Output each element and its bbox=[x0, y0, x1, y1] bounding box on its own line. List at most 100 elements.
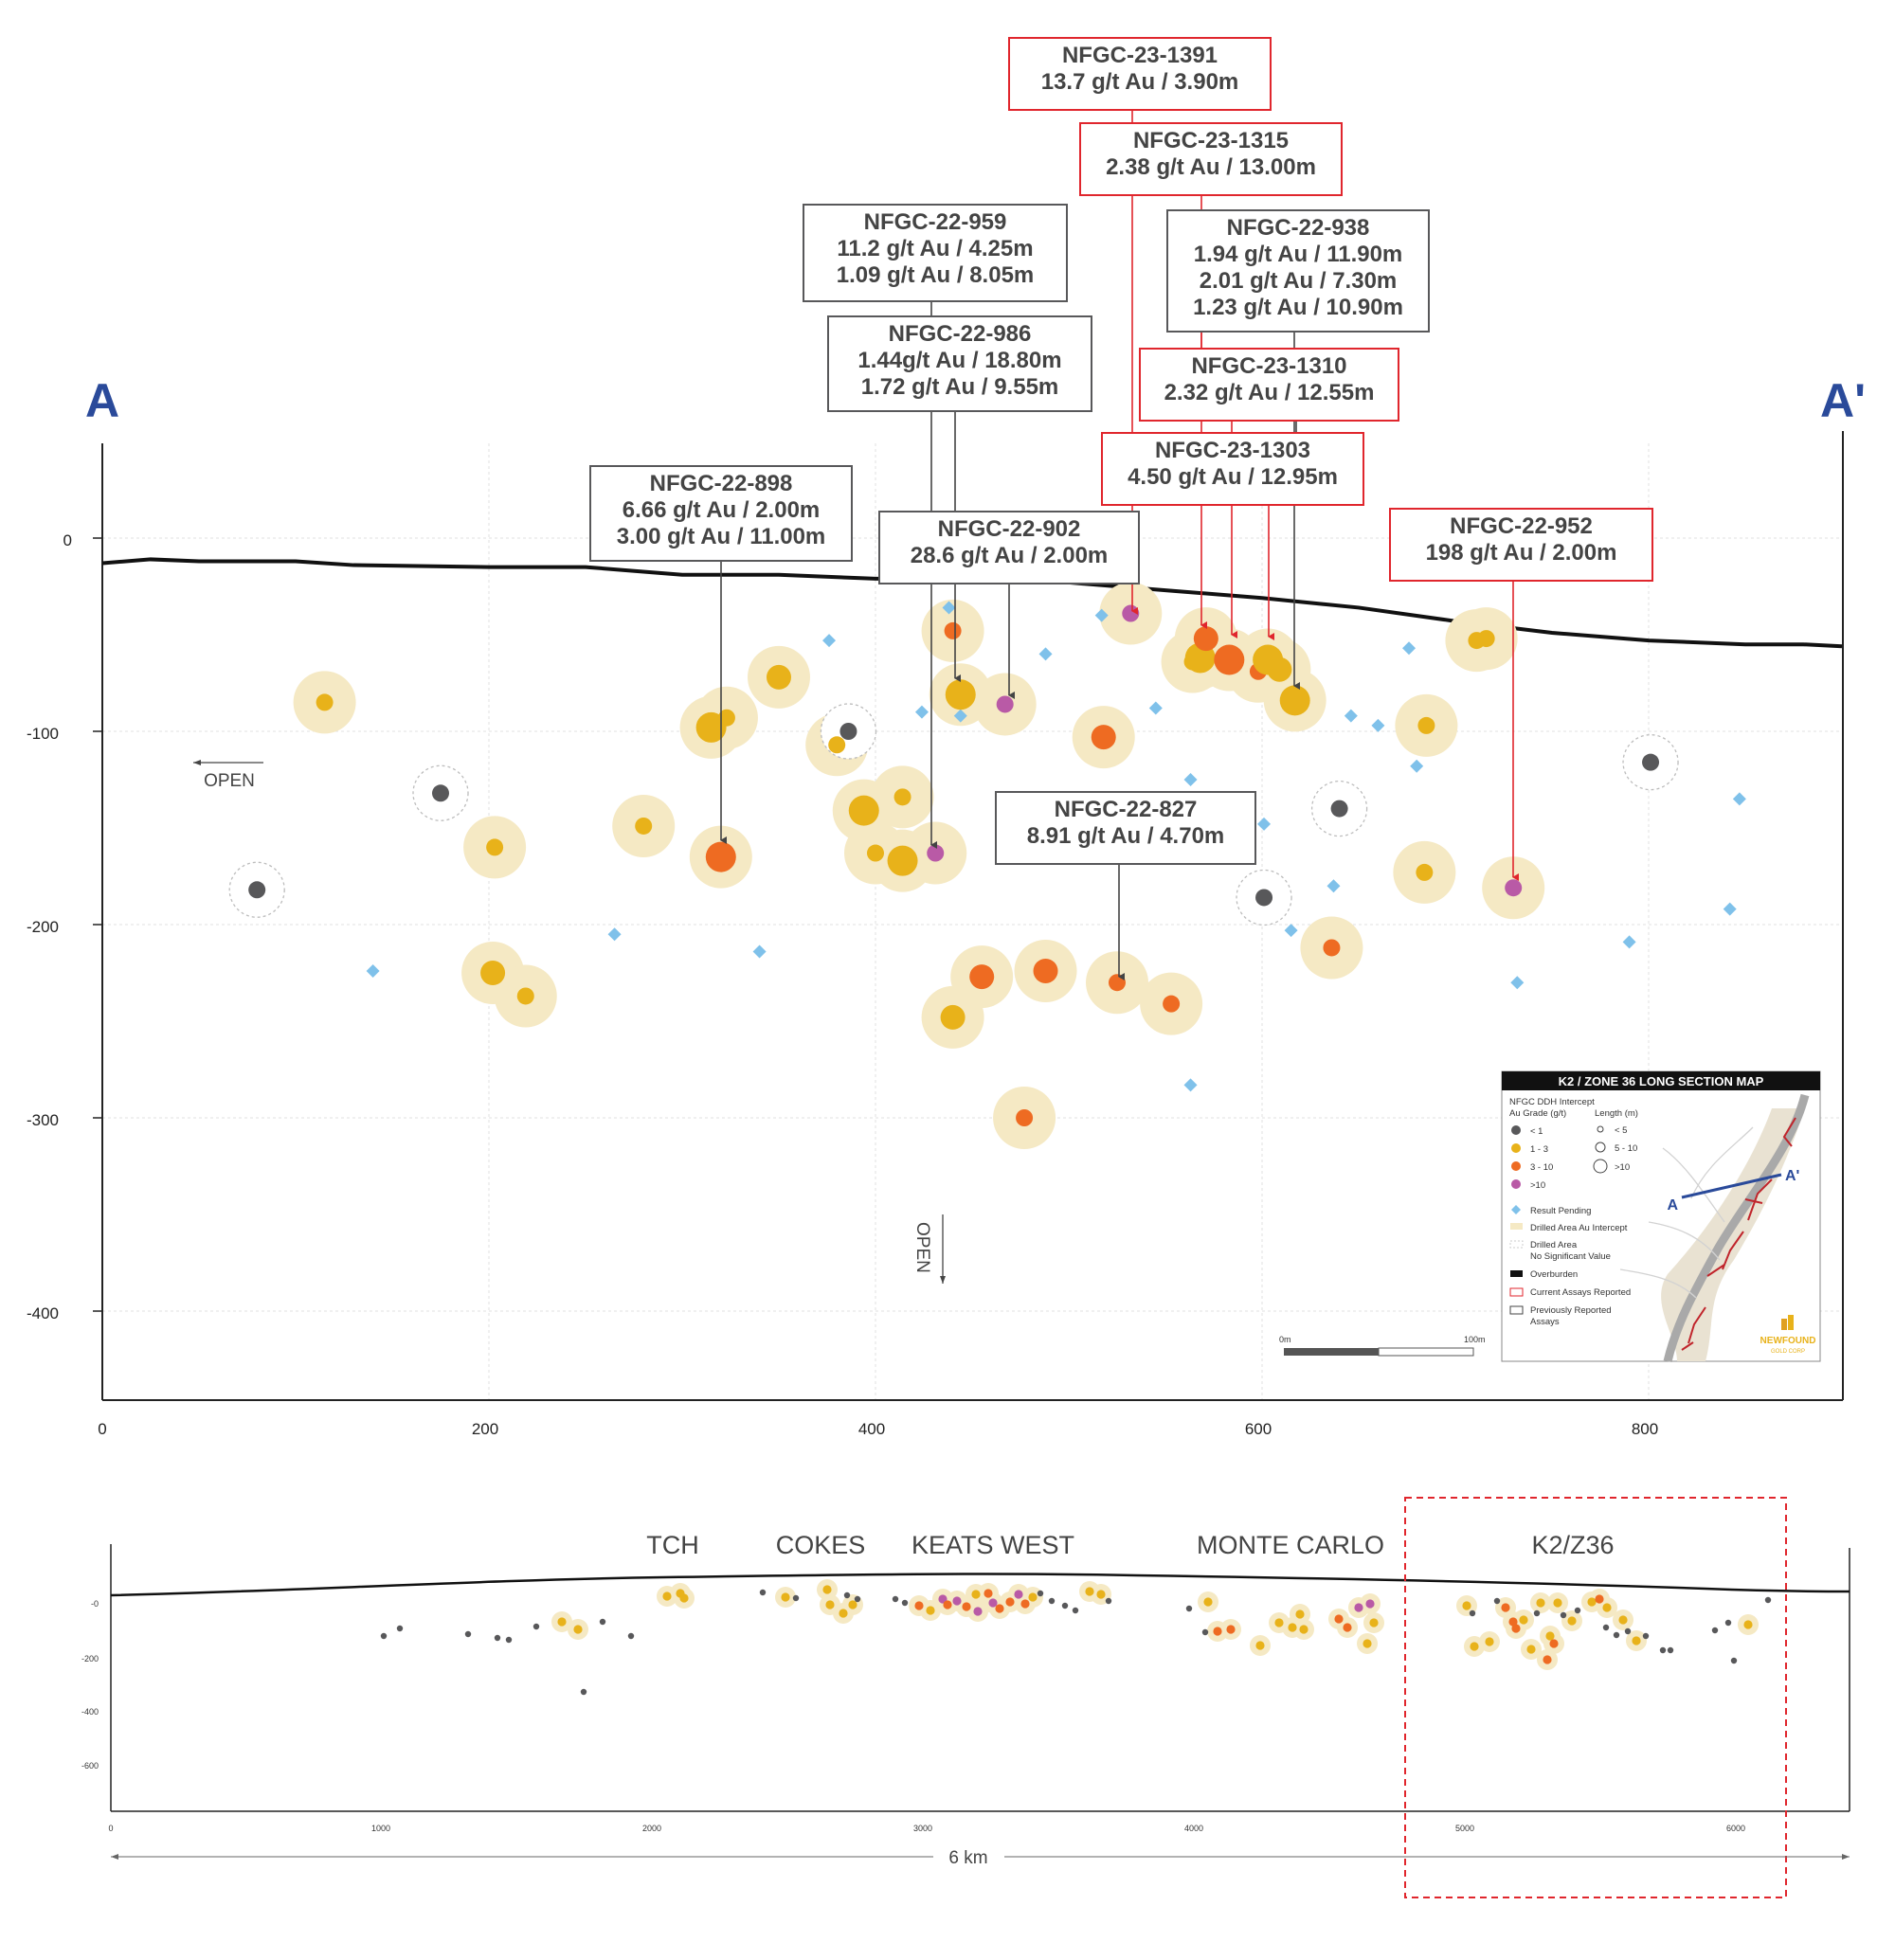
overview-intercept-dot bbox=[988, 1598, 998, 1608]
callout-hole-id: NFGC-23-1315 bbox=[1133, 128, 1289, 153]
overview-x-tick-label: 6000 bbox=[1726, 1824, 1745, 1833]
callout-box bbox=[1166, 209, 1430, 333]
scale-end-label: 100m bbox=[1464, 1335, 1486, 1344]
callout-intercept: 1.72 g/t Au / 9.55m bbox=[861, 374, 1059, 400]
overview-intercept-dot bbox=[901, 1599, 909, 1607]
overview-intercept-dot bbox=[1730, 1657, 1738, 1664]
legend-previous-line1: Previously Reported bbox=[1530, 1305, 1612, 1316]
intercept-dot bbox=[1033, 958, 1058, 983]
intercept-dot bbox=[1214, 644, 1245, 675]
overview-intercept-dot bbox=[1365, 1599, 1375, 1609]
map-section-line bbox=[1681, 1173, 1782, 1199]
intercept-dot bbox=[1416, 863, 1434, 881]
distance-scale: 6 km bbox=[111, 1848, 1850, 1868]
overview-intercept-dot bbox=[971, 1590, 981, 1599]
callout-intercept: 13.7 g/t Au / 3.90m bbox=[1041, 69, 1239, 95]
result-pending-diamond bbox=[1344, 709, 1358, 723]
callout-intercept: 28.6 g/t Au / 2.00m bbox=[911, 543, 1109, 568]
callout-box bbox=[1139, 348, 1399, 422]
intercept-dot bbox=[248, 881, 266, 899]
legend-drilled-intercept: Drilled Area Au Intercept bbox=[1530, 1223, 1628, 1233]
legend-title: K2 / ZONE 36 LONG SECTION MAP bbox=[1559, 1074, 1764, 1088]
legend-grade-1-3: 1 - 3 bbox=[1530, 1144, 1548, 1155]
open-left-indicator: OPEN bbox=[193, 760, 263, 791]
intercept-dot bbox=[635, 817, 653, 835]
overview-intercept-dot bbox=[973, 1607, 983, 1616]
overview-intercept-dot bbox=[1587, 1597, 1597, 1607]
callout-hole-id: NFGC-23-1391 bbox=[1062, 43, 1218, 68]
overview-intercept-dot bbox=[1105, 1597, 1112, 1605]
overview-x-tick-label: 4000 bbox=[1184, 1824, 1203, 1833]
overview-intercept-dot bbox=[1213, 1627, 1222, 1636]
overview-intercept-dot bbox=[557, 1617, 567, 1627]
result-pending-markers bbox=[366, 601, 1746, 1092]
overview-topography-line bbox=[110, 1573, 1850, 1597]
legend-length-5-10-swatch bbox=[1595, 1142, 1606, 1153]
zone-label-cokes: COKES bbox=[776, 1531, 866, 1559]
overview-intercept-dot bbox=[914, 1601, 924, 1610]
intercept-dot bbox=[945, 679, 976, 710]
intercept-dot bbox=[927, 844, 945, 862]
callout-hole-id: NFGC-23-1310 bbox=[1191, 353, 1346, 379]
intercept-dot bbox=[887, 845, 918, 876]
legend-previous-swatch bbox=[1509, 1305, 1524, 1315]
logo-name: NEWFOUND bbox=[1760, 1336, 1816, 1346]
x-tick-label: 800 bbox=[1632, 1420, 1658, 1438]
overview-x-tick-label: 5000 bbox=[1455, 1824, 1474, 1833]
overview-intercept-dot bbox=[1553, 1598, 1562, 1608]
intercept-dot bbox=[1091, 725, 1116, 750]
overview-intercept-dot bbox=[1343, 1623, 1352, 1632]
overview-intercept-dot bbox=[1493, 1597, 1501, 1605]
logo-mark-left bbox=[1781, 1319, 1787, 1330]
intercept-dot bbox=[767, 664, 791, 690]
intercept-dot bbox=[516, 987, 534, 1005]
intercept-dot bbox=[1122, 604, 1140, 622]
legend-current: Current Assays Reported bbox=[1530, 1287, 1631, 1298]
legend-length-lt5-swatch bbox=[1597, 1125, 1604, 1133]
overview-intercept-dot bbox=[839, 1609, 848, 1618]
intercept-markers bbox=[248, 604, 1660, 1126]
intercept-dot bbox=[944, 621, 962, 639]
result-pending-diamond bbox=[1183, 773, 1198, 786]
result-pending-diamond bbox=[366, 963, 380, 978]
overview-intercept-dot bbox=[843, 1591, 851, 1599]
overview-intercept-dot bbox=[1508, 1617, 1518, 1627]
intercept-dot bbox=[480, 961, 506, 985]
overview-intercept-dot bbox=[1613, 1631, 1620, 1639]
distance-label: 6 km bbox=[948, 1848, 987, 1868]
legend-length-heading: Length (m) bbox=[1595, 1108, 1638, 1119]
scale-bar-dark bbox=[1284, 1348, 1379, 1356]
open-left-label: OPEN bbox=[204, 771, 255, 791]
overview-intercept-dot bbox=[573, 1625, 583, 1634]
overview-intercept-dot bbox=[1085, 1587, 1094, 1596]
overview-intercept-dot bbox=[1255, 1641, 1265, 1650]
overview-intercept-dot bbox=[1363, 1639, 1372, 1648]
main-section: 0 -100 -200 -300 -400 0 200 400 600 800 … bbox=[27, 37, 1866, 1438]
callout-hole-id: NFGC-22-902 bbox=[938, 516, 1081, 542]
legend-overburden: Overburden bbox=[1530, 1269, 1578, 1280]
overview-intercept-dot bbox=[1203, 1597, 1213, 1607]
overview-intercept-dot bbox=[1519, 1615, 1528, 1625]
legend-title-bar bbox=[1502, 1071, 1820, 1090]
legend-grade-lt1-swatch bbox=[1511, 1125, 1521, 1135]
legend-grade-gt10-swatch bbox=[1511, 1179, 1521, 1189]
legend-grade-lt1: < 1 bbox=[1530, 1126, 1543, 1137]
intercept-dot bbox=[486, 838, 504, 856]
overview-intercept-dot bbox=[494, 1634, 501, 1642]
callout-intercept: 3.00 g/t Au / 11.00m bbox=[617, 524, 826, 549]
x-tick-label: 0 bbox=[98, 1420, 106, 1438]
callout-box bbox=[1101, 432, 1364, 506]
overview-intercept-dot bbox=[1511, 1624, 1521, 1633]
overview-intercept-dot bbox=[995, 1604, 1004, 1613]
overview-x-tick-label: 1000 bbox=[371, 1824, 390, 1833]
result-pending-diamond bbox=[1723, 902, 1737, 916]
drilled-area-halos bbox=[228, 582, 1679, 1149]
overview-intercept-dot bbox=[854, 1595, 861, 1603]
legend-grade-gt10: >10 bbox=[1530, 1180, 1545, 1191]
overview-intercept-dot bbox=[825, 1600, 835, 1609]
legend-pending-swatch bbox=[1511, 1205, 1521, 1214]
overview-intercept-dot bbox=[1037, 1590, 1044, 1597]
overview-intercept-dot bbox=[662, 1591, 672, 1601]
location-minimap: A A' NEWFOUND GOLD CORP bbox=[1619, 1093, 1816, 1363]
legend-grade-3-10: 3 - 10 bbox=[1530, 1162, 1553, 1173]
